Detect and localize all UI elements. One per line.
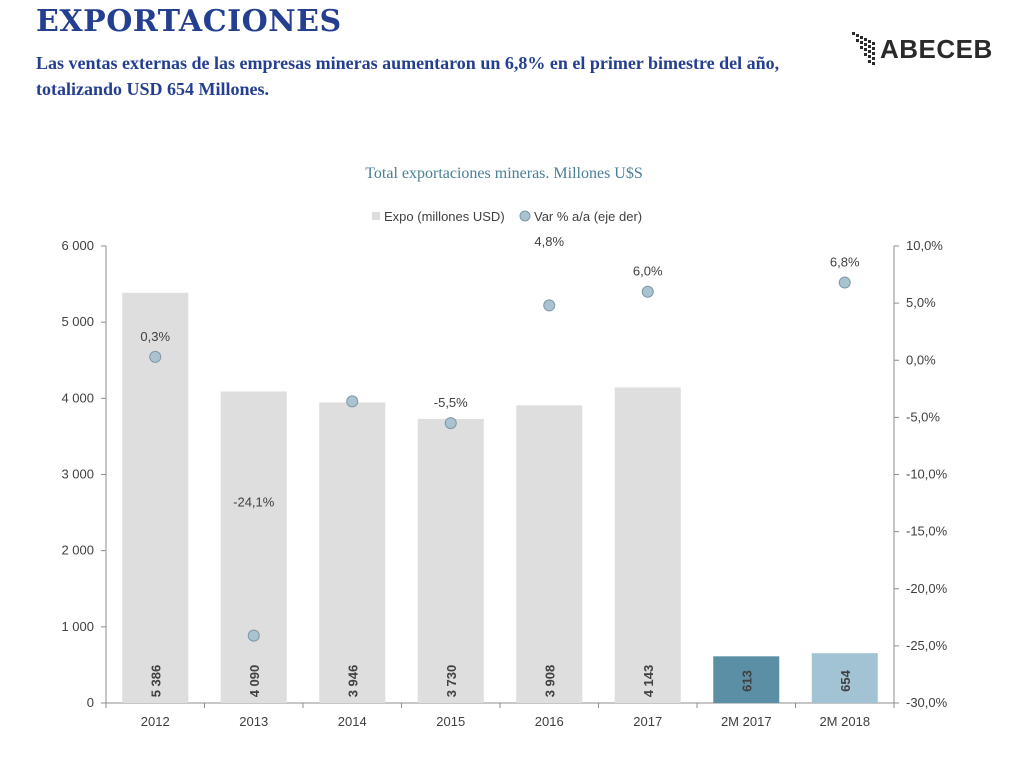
left-tick-label: 3 000 <box>61 467 94 482</box>
x-tick-label: 2016 <box>535 714 564 729</box>
left-tick-label: 5 000 <box>61 314 94 329</box>
bar <box>516 405 583 703</box>
x-tick-label: 2017 <box>633 714 662 729</box>
right-tick-label: -30,0% <box>906 695 948 710</box>
x-tick-label: 2M 2018 <box>819 714 870 729</box>
left-tick-label: 2 000 <box>61 543 94 558</box>
left-tick-label: 4 000 <box>61 390 94 405</box>
variation-label: 6,0% <box>633 264 663 279</box>
left-tick-label: 1 000 <box>61 619 94 634</box>
x-tick-label: 2M 2017 <box>721 714 772 729</box>
variation-label: 6,8% <box>830 255 860 270</box>
x-tick-label: 2015 <box>436 714 465 729</box>
bar <box>417 418 484 703</box>
right-tick-label: -25,0% <box>906 638 948 653</box>
bar-value-label: 4 090 <box>247 665 262 698</box>
x-tick-label: 2013 <box>239 714 268 729</box>
x-tick-label: 2012 <box>141 714 170 729</box>
legend-point-swatch <box>519 210 531 222</box>
legend-bar-label: Expo (millones USD) <box>384 209 505 224</box>
variation-point <box>346 395 359 408</box>
bar-value-label: 3 730 <box>444 665 459 698</box>
bar <box>811 653 878 703</box>
left-tick-label: 6 000 <box>61 238 94 253</box>
variation-point <box>149 350 162 363</box>
logo-map-icon <box>852 32 875 65</box>
variation-label: 0,3% <box>140 329 170 344</box>
variation-point <box>641 285 654 298</box>
x-tick-label: 2014 <box>338 714 367 729</box>
variation-label: -5,5% <box>434 395 468 410</box>
bar <box>220 391 287 703</box>
slide-subtitle: Las ventas externas de las empresas mine… <box>36 53 780 99</box>
right-tick-label: 0,0% <box>906 352 936 367</box>
legend-bar-swatch <box>372 212 380 220</box>
bar-value-label: 3 946 <box>345 665 360 698</box>
bar-value-label: 4 143 <box>641 665 656 698</box>
legend-point-label: Var % a/a (eje der) <box>534 209 642 224</box>
right-tick-label: -5,0% <box>906 409 940 424</box>
bar-value-label: 654 <box>838 669 853 691</box>
right-tick-label: 5,0% <box>906 295 936 310</box>
logo-text: ABECEB <box>880 34 993 64</box>
bar-value-label: 3 908 <box>542 665 557 698</box>
bar <box>319 402 386 703</box>
slide-title: EXPORTACIONES <box>36 4 342 39</box>
variation-point <box>444 417 457 430</box>
abeceb-logo: ABECEB <box>850 30 993 74</box>
bar-value-label: 613 <box>739 670 754 692</box>
variation-label: -24,1% <box>233 494 275 509</box>
bar-series: 5 386 4 090 3 946 3 730 3 908 4 143 613 654 <box>122 292 878 703</box>
chart-axes: 0 1 000 2 000 3 000 4 000 5 000 6 000 -30,0% -25… <box>61 238 947 729</box>
variation-label: 4,8% <box>534 234 564 249</box>
variation-series: 0,3% -24,1% -5,5% 4,8% 6,0% 6,8% <box>140 234 860 642</box>
variation-point <box>247 629 260 642</box>
right-tick-label: -20,0% <box>906 581 948 596</box>
left-tick-label: 0 <box>87 695 94 710</box>
variation-point <box>838 276 851 289</box>
right-tick-label: -10,0% <box>906 467 948 482</box>
chart-title: Total exportaciones mineras. Millones U$… <box>365 165 643 182</box>
right-tick-label: -15,0% <box>906 524 948 539</box>
bar <box>614 387 681 703</box>
right-tick-label: 10,0% <box>906 238 943 253</box>
bar-value-label: 5 386 <box>148 665 163 698</box>
bar <box>713 656 780 703</box>
variation-point <box>543 299 556 312</box>
